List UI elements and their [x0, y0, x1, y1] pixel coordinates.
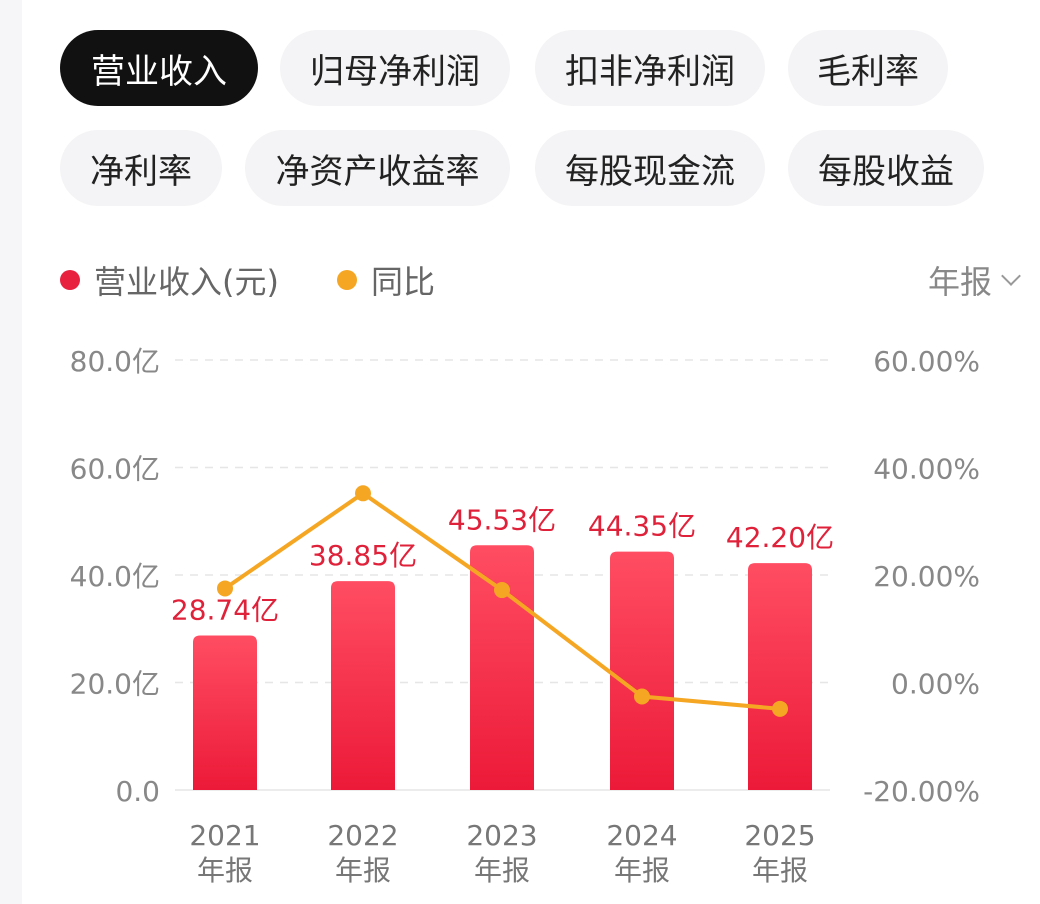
revenue-bar	[610, 551, 674, 790]
tab-deducted-net-profit[interactable]: 扣非净利润	[535, 30, 765, 106]
bar-value-label: 28.74亿	[171, 594, 279, 627]
x-tick-label-year: 2023	[466, 819, 537, 852]
x-tick-label-year: 2025	[744, 819, 815, 852]
bar-value-label: 38.85亿	[309, 539, 417, 572]
x-tick-label-year: 2022	[327, 819, 398, 852]
x-tick-label-year: 2024	[606, 819, 677, 852]
legend-dot-revenue	[60, 270, 80, 290]
yoy-point	[634, 688, 650, 705]
yoy-point	[217, 580, 233, 597]
yoy-point	[494, 582, 510, 599]
x-tick-label-year: 2021	[189, 819, 260, 852]
bar-value-label: 45.53亿	[448, 503, 556, 536]
revenue-chart: 28.74亿 38.85亿 45.53亿 44.35亿 42.20亿 0.0 -20.00…	[70, 345, 980, 887]
tab-net-margin[interactable]: 净利率	[60, 130, 222, 206]
y-right-tick-label: 20.00%	[873, 560, 980, 593]
revenue-bar	[470, 545, 534, 790]
x-tick-label-period: 年报	[474, 854, 530, 887]
period-label: 年报	[927, 263, 992, 301]
y-right-tick-label: 0.00%	[891, 668, 980, 701]
y-right-tick-label: -20.00%	[863, 775, 980, 808]
left-rail	[0, 0, 22, 904]
y-right-tick-label: 40.00%	[873, 453, 980, 486]
legend-dot-yoy	[336, 270, 357, 290]
yoy-point	[355, 485, 371, 502]
revenue-bar	[748, 563, 812, 790]
tab-gross-margin[interactable]: 毛利率	[788, 30, 948, 106]
y-left-tick-label: 80.0亿	[70, 345, 160, 378]
tab-cashflow-per-share[interactable]: 每股现金流	[535, 130, 765, 206]
x-tick-label-period: 年报	[752, 854, 808, 887]
chevron-down-icon	[1001, 266, 1021, 286]
legend-item-yoy[interactable]: 同比	[336, 257, 435, 303]
tab-revenue[interactable]: 营业收入	[60, 30, 258, 106]
y-left-tick-label: 60.0亿	[70, 453, 160, 486]
y-left-tick-label: 40.0亿	[70, 560, 160, 593]
x-tick-label-period: 年报	[197, 854, 253, 887]
x-tick-label-period: 年报	[335, 854, 391, 887]
tab-roe[interactable]: 净资产收益率	[245, 130, 510, 206]
legend-label-yoy: 同比	[370, 263, 435, 301]
revenue-bar	[193, 635, 257, 790]
yoy-point	[772, 700, 788, 717]
legend-item-revenue[interactable]: 营业收入(元)	[60, 257, 279, 303]
y-right-tick-label: 60.00%	[873, 345, 980, 378]
y-left-tick-label: 20.0亿	[70, 668, 160, 701]
y-left-tick-label: 0.0	[115, 775, 160, 808]
legend-label-revenue: 营业收入(元)	[94, 263, 279, 301]
revenue-bar	[331, 581, 395, 790]
x-tick-label-period: 年报	[614, 854, 670, 887]
tab-eps[interactable]: 每股收益	[788, 130, 984, 206]
chart-legend: 营业收入(元) 同比	[60, 255, 493, 305]
tab-net-profit[interactable]: 归母净利润	[280, 30, 510, 106]
bar-value-label: 44.35亿	[588, 510, 696, 543]
bar-value-label: 42.20亿	[726, 521, 834, 554]
period-selector[interactable]: 年报	[927, 255, 1021, 305]
